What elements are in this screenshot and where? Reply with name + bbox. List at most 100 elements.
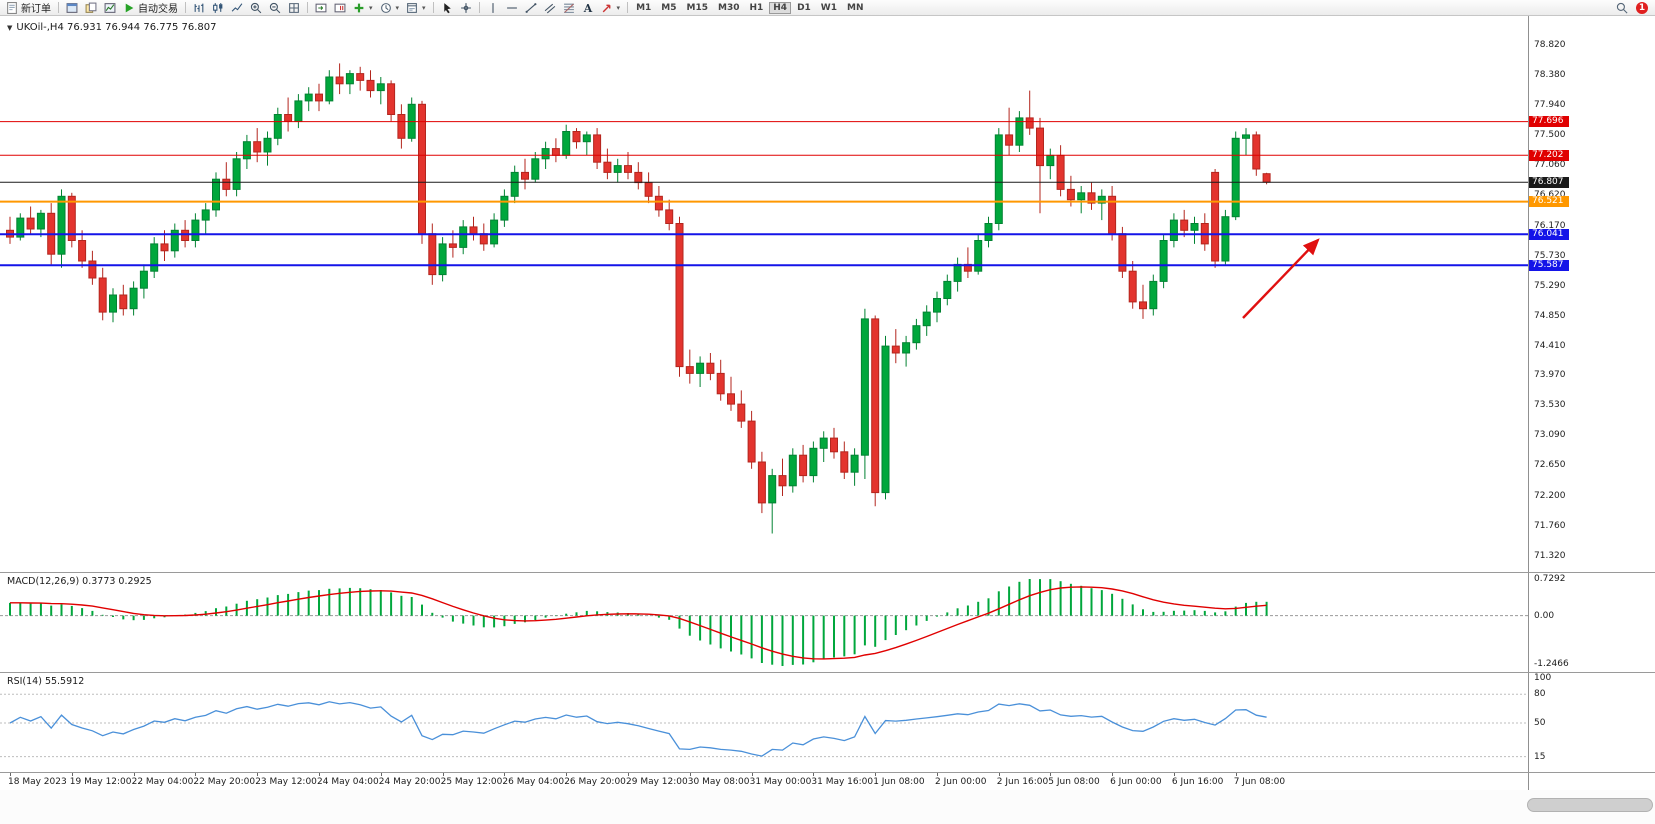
rsi-axis[interactable]: 100 80 50 15 (1528, 673, 1655, 772)
chart-title: ▼ UKOil-,H4 76.931 76.944 76.775 76.807 (7, 22, 217, 33)
candlestick-chart-button[interactable] (209, 0, 227, 15)
data-window-button[interactable] (101, 0, 119, 15)
candlestick-chart[interactable] (0, 16, 1528, 572)
time-axis[interactable]: 18 May 2023 19 May 12:00 22 May 04:00 22 Ma… (0, 773, 1528, 790)
horizontal-line-button[interactable] (503, 0, 521, 15)
candle (1056, 145, 1065, 197)
channel-button[interactable] (541, 0, 559, 15)
candle (356, 66, 365, 91)
time-axis-label: 26 May 04:00 (502, 777, 565, 787)
candle (315, 83, 323, 112)
candle (294, 94, 303, 129)
chevron-down-icon: ▾ (395, 3, 400, 12)
candle (902, 335, 911, 367)
play-icon (125, 3, 134, 12)
text-icon: A (582, 2, 592, 14)
timeframe-M30[interactable]: M30 (717, 2, 740, 13)
candle (994, 128, 1003, 231)
candle (345, 70, 354, 95)
trendline-icon (525, 2, 537, 13)
line-chart-button[interactable] (228, 0, 246, 15)
time-axis-tick (1173, 773, 1175, 776)
timeframe-H1[interactable]: H1 (749, 2, 764, 13)
vertical-line-button[interactable] (484, 0, 502, 15)
macd-axis-label: 0.00 (1534, 610, 1555, 621)
annotation-arrow[interactable] (1242, 238, 1320, 319)
rsi-panel[interactable]: RSI(14) 55.5912 (0, 673, 1528, 772)
terminal-icon (104, 2, 116, 13)
price-axis-label: 73.530 (1534, 400, 1566, 411)
timeframe-W1[interactable]: W1 (820, 2, 837, 13)
new-order-button[interactable]: 新订单 (3, 0, 54, 15)
price-axis-label: 76.620 (1534, 189, 1566, 200)
time-axis-tick (689, 773, 691, 776)
candle (212, 172, 220, 217)
price-axis-label: 74.850 (1534, 310, 1566, 321)
rsi-chart[interactable] (0, 673, 1528, 772)
profiles-button[interactable] (82, 0, 100, 15)
macd-axis[interactable]: 0.7292 0.00 -1.2466 (1528, 573, 1655, 672)
candle (840, 441, 849, 479)
zoom-in-button[interactable] (247, 0, 265, 15)
candle (366, 70, 375, 98)
time-axis-tick (442, 773, 444, 776)
candle (160, 230, 169, 261)
toolbar-separator (627, 2, 629, 13)
timeframe-H4[interactable]: H4 (769, 1, 792, 14)
candle (1087, 182, 1096, 210)
toolbar-separator (307, 2, 308, 13)
candle (139, 264, 148, 299)
main-chart-area[interactable]: ▼ UKOil-,H4 76.931 76.944 76.775 76.807 (0, 16, 1528, 572)
timeframe-D1[interactable]: D1 (797, 2, 811, 13)
candle (325, 70, 334, 105)
horizontal-scrollbar-thumb[interactable] (1527, 798, 1653, 812)
candle (624, 152, 632, 180)
chart-shift-button[interactable] (331, 0, 349, 15)
timeframe-M5[interactable]: M5 (661, 2, 677, 13)
notification-badge[interactable]: 1 (1636, 1, 1648, 14)
toolbar-separator (478, 2, 480, 13)
trendline-button[interactable] (522, 0, 540, 15)
time-axis-label: 6 Jun 16:00 (1171, 777, 1224, 787)
candle (1036, 117, 1044, 214)
price-axis[interactable]: 78.820 78.380 77.940 77.500 77.060 76.620 76.1… (1528, 16, 1655, 572)
indicators-button[interactable]: ▾ (350, 0, 376, 15)
tile-windows-button[interactable] (285, 0, 303, 15)
price-tag: 75.587 (1529, 259, 1569, 271)
window-icon (66, 2, 78, 13)
templates-button[interactable]: ▾ (403, 0, 429, 15)
macd-chart[interactable] (0, 573, 1528, 672)
periods-button[interactable]: ▾ (377, 0, 403, 15)
candle (1221, 209, 1230, 265)
candle (850, 448, 859, 486)
new-chart-button[interactable] (63, 0, 81, 15)
candle (263, 131, 272, 166)
fibonacci-button[interactable] (560, 0, 578, 15)
auto-trading-button[interactable]: 自动交易 (120, 0, 181, 15)
cursor-button[interactable] (438, 0, 456, 15)
macd-panel[interactable]: MACD(12,26,9) 0.3773 0.2925 (0, 573, 1528, 672)
timeframe-M15[interactable]: M15 (686, 2, 708, 13)
candle (428, 223, 437, 285)
timeframe-MN[interactable]: MN (847, 2, 864, 13)
candle (1200, 213, 1209, 251)
time-axis-label: 22 May 20:00 (193, 777, 256, 787)
auto-scroll-button[interactable] (312, 0, 330, 15)
collapse-quote-icon[interactable]: ▼ (7, 23, 13, 32)
channel-icon (544, 3, 555, 13)
macd-label: MACD(12,26,9) 0.3773 0.2925 (7, 576, 152, 587)
timeframe-M1[interactable]: M1 (636, 2, 652, 13)
time-axis-label: 5 Jun 08:00 (1048, 777, 1100, 787)
candle (1139, 284, 1147, 319)
arrows-button[interactable]: ▾ (598, 0, 624, 15)
bar-chart-button[interactable] (190, 0, 208, 15)
zoom-out-button[interactable] (266, 0, 284, 15)
text-button[interactable]: A (579, 0, 597, 15)
search-button[interactable] (1613, 0, 1631, 15)
candle (613, 158, 622, 183)
crosshair-button[interactable] (457, 0, 475, 15)
bars-icon (194, 3, 204, 12)
candle (757, 451, 766, 514)
price-axis-label: 71.760 (1534, 521, 1566, 531)
time-axis-label: 24 May 04:00 (317, 777, 379, 787)
